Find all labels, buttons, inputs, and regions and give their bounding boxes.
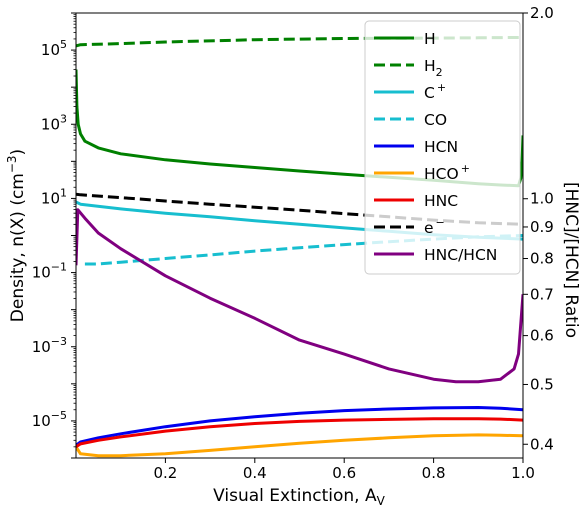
x-tick-label: 0.8 [422,464,446,482]
y2-axis-ticks: 2.0 1.0 0.9 0.8 0.7 0.6 0.5 0.4 [523,4,554,453]
legend-label: H [424,30,436,48]
legend-label: HNC [424,192,458,210]
y2-tick-label: 1.0 [530,190,554,208]
legend-label: HCO + [424,162,470,183]
y-tick-label: 101 [41,186,67,207]
y2-tick-label: 0.5 [530,375,554,393]
y-tick-label: 10−1 [32,261,67,282]
legend-label: CO [424,111,447,129]
series-line-hnc [76,417,523,449]
y2-tick-label: 0.6 [530,327,554,345]
y2-axis-label: [HNC]/[HCN] Ratio [561,182,581,338]
x-tick-label: 1.0 [511,464,535,482]
legend-label: HNC/HCN [424,246,497,264]
legend-label: C + [424,81,446,102]
x-axis-ticks: 0.2 0.4 0.6 0.8 1.0 [153,458,535,482]
y-tick-label: 103 [41,112,67,133]
x-tick-label: 0.4 [243,464,267,482]
y-tick-label: 10−3 [32,335,67,356]
series-line-hnc-hcn [76,208,523,384]
legend: H H2C + CO HCN HCO + HNC e − HNC/HCN [364,20,521,275]
legend-label: H2 [424,57,443,79]
y2-tick-label: 0.4 [530,435,554,453]
series-line-e- [76,192,523,226]
x-axis-label: Visual Extinction, AV [213,486,385,508]
y2-tick-label: 0.7 [530,285,554,303]
x-tick-label: 0.2 [153,464,177,482]
series-layer [76,35,523,458]
y2-tick-label: 0.9 [530,218,554,236]
x-tick-label: 0.6 [332,464,356,482]
series-line-hcn [76,406,523,447]
y2-tick-label: 2.0 [530,4,554,22]
y2-tick-label: 0.8 [530,250,554,268]
y-axis-label: Density, n(X) (cm−3) [5,149,28,322]
y-tick-label: 10−5 [32,409,67,430]
legend-box [364,20,521,275]
legend-label: e − [424,216,445,237]
y-tick-label: 105 [41,38,67,59]
legend-label: HCN [424,138,458,156]
series-line-hco- [76,433,523,458]
y-axis-ticks: 105 103 101 10−1 10−3 10−5 [32,12,76,459]
